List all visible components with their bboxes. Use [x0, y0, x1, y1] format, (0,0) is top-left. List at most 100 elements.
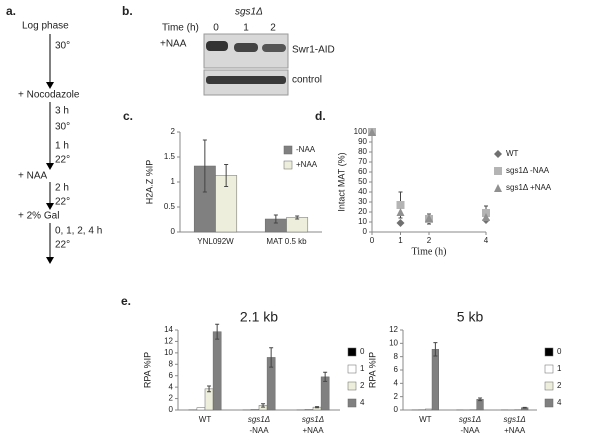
chart-title: 2.1 kb: [240, 309, 278, 325]
legend-swatch: [545, 382, 553, 390]
y-tick-label: 0: [169, 405, 174, 414]
time: 0: [213, 23, 219, 34]
point: [397, 219, 405, 227]
y-tick-label: 0: [171, 227, 176, 236]
y-tick-label: 100: [354, 127, 368, 136]
y-tick-label: 2: [171, 127, 176, 136]
point: [397, 208, 405, 216]
y-tick-label: 8: [169, 359, 174, 368]
legend-swatch: [545, 365, 553, 373]
arrow-head: [46, 203, 54, 210]
y-tick-label: 30: [358, 197, 367, 206]
step: 30°: [55, 41, 70, 52]
strain: sgs1Δ: [235, 7, 263, 18]
bar: [251, 409, 259, 410]
blot-label: control: [292, 75, 322, 86]
bar: [197, 408, 205, 410]
legend-swatch: [545, 399, 553, 407]
time: 2: [270, 23, 276, 34]
x-tick-label: sgs1Δ: [504, 415, 526, 424]
legend-swatch: [348, 399, 356, 407]
y-axis-label: H2A.Z %IP: [144, 160, 154, 205]
band: [262, 44, 286, 52]
y-tick-label: 14: [164, 325, 173, 334]
y-axis-label: RPA %IP: [142, 352, 152, 388]
panel-label: a.: [6, 4, 16, 18]
legend-swatch: [284, 161, 292, 169]
legend-label: 1: [557, 364, 562, 373]
x-tick-sublabel: -NAA: [249, 426, 269, 435]
y-tick-label: 10: [358, 217, 367, 226]
legend-label: WT: [506, 149, 519, 158]
y-tick-label: 0.5: [164, 202, 176, 211]
y-tick-label: 1.5: [164, 152, 176, 161]
blot-label: Swr1-AID: [292, 45, 335, 56]
y-tick-label: 70: [358, 157, 367, 166]
y-tick-label: 0: [363, 227, 368, 236]
y-tick-label: 2: [169, 394, 174, 403]
x-tick-label: 1: [398, 236, 403, 245]
step: 22°: [55, 240, 70, 251]
y-tick-label: 4: [169, 382, 174, 391]
legend-label: sgs1Δ -NAA: [506, 166, 550, 175]
bar: [305, 409, 313, 410]
arrow-head: [46, 82, 54, 89]
chart-title: 5 kb: [457, 309, 484, 325]
legend-label: sgs1Δ +NAA: [506, 183, 552, 192]
step: 30°: [55, 122, 70, 133]
x-tick-label: sgs1Δ: [302, 415, 324, 424]
legend-label: 2: [360, 381, 365, 390]
legend-swatch: [348, 365, 356, 373]
y-tick-label: 0: [394, 405, 399, 414]
point: [397, 201, 405, 209]
panel-label: e.: [121, 294, 131, 308]
time: 1: [243, 23, 249, 34]
arrow-head: [46, 163, 54, 170]
x-axis-label: Time (h): [412, 246, 447, 257]
legend-swatch: [545, 348, 553, 356]
panel-label: b.: [122, 4, 133, 18]
protocol: Log phase 30° + Nocodazole 3 h 30° 1 h 2…: [18, 21, 102, 264]
y-tick-label: 50: [358, 177, 367, 186]
y-axis-label: RPA %IP: [367, 352, 377, 388]
step: 22°: [55, 155, 70, 166]
x-tick-label: YNL092W: [197, 237, 234, 246]
y-tick-label: 20: [358, 207, 367, 216]
step: 3 h: [55, 106, 69, 117]
legend-swatch: [348, 382, 356, 390]
step: 0, 1, 2, 4 h: [55, 226, 102, 237]
x-tick-label: 2: [427, 236, 432, 245]
y-tick-label: 10: [389, 338, 398, 347]
legend-swatch: [284, 146, 292, 154]
y-tick-label: 6: [169, 371, 174, 380]
bar: [432, 349, 439, 410]
y-tick-label: 8: [394, 352, 399, 361]
bar: [287, 218, 308, 233]
legend-label: 2: [557, 381, 562, 390]
step: + Nocodazole: [18, 90, 80, 101]
legend-label: -NAA: [296, 145, 316, 154]
legend-marker: [494, 150, 502, 158]
legend-label: 1: [360, 364, 365, 373]
y-axis-label: Intact MAT (%): [336, 152, 346, 211]
error-bar: [523, 407, 527, 408]
x-tick-sublabel: -NAA: [460, 426, 480, 435]
y-tick-label: 40: [358, 187, 367, 196]
step: 2 h: [55, 183, 69, 194]
legend-swatch: [348, 348, 356, 356]
y-tick-label: 60: [358, 167, 367, 176]
treatment: +NAA: [160, 39, 187, 50]
x-tick-sublabel: +NAA: [504, 426, 526, 435]
y-tick-label: 10: [164, 348, 173, 357]
step: Log phase: [22, 21, 69, 32]
y-tick-label: 80: [358, 147, 367, 156]
band: [206, 76, 286, 84]
step: + NAA: [18, 171, 48, 182]
legend-label: 4: [360, 398, 365, 407]
bar: [213, 332, 221, 410]
legend-marker: [494, 184, 502, 192]
panel-label: d.: [315, 109, 326, 123]
legend-label: 0: [360, 347, 365, 356]
legend-label: 4: [557, 398, 562, 407]
